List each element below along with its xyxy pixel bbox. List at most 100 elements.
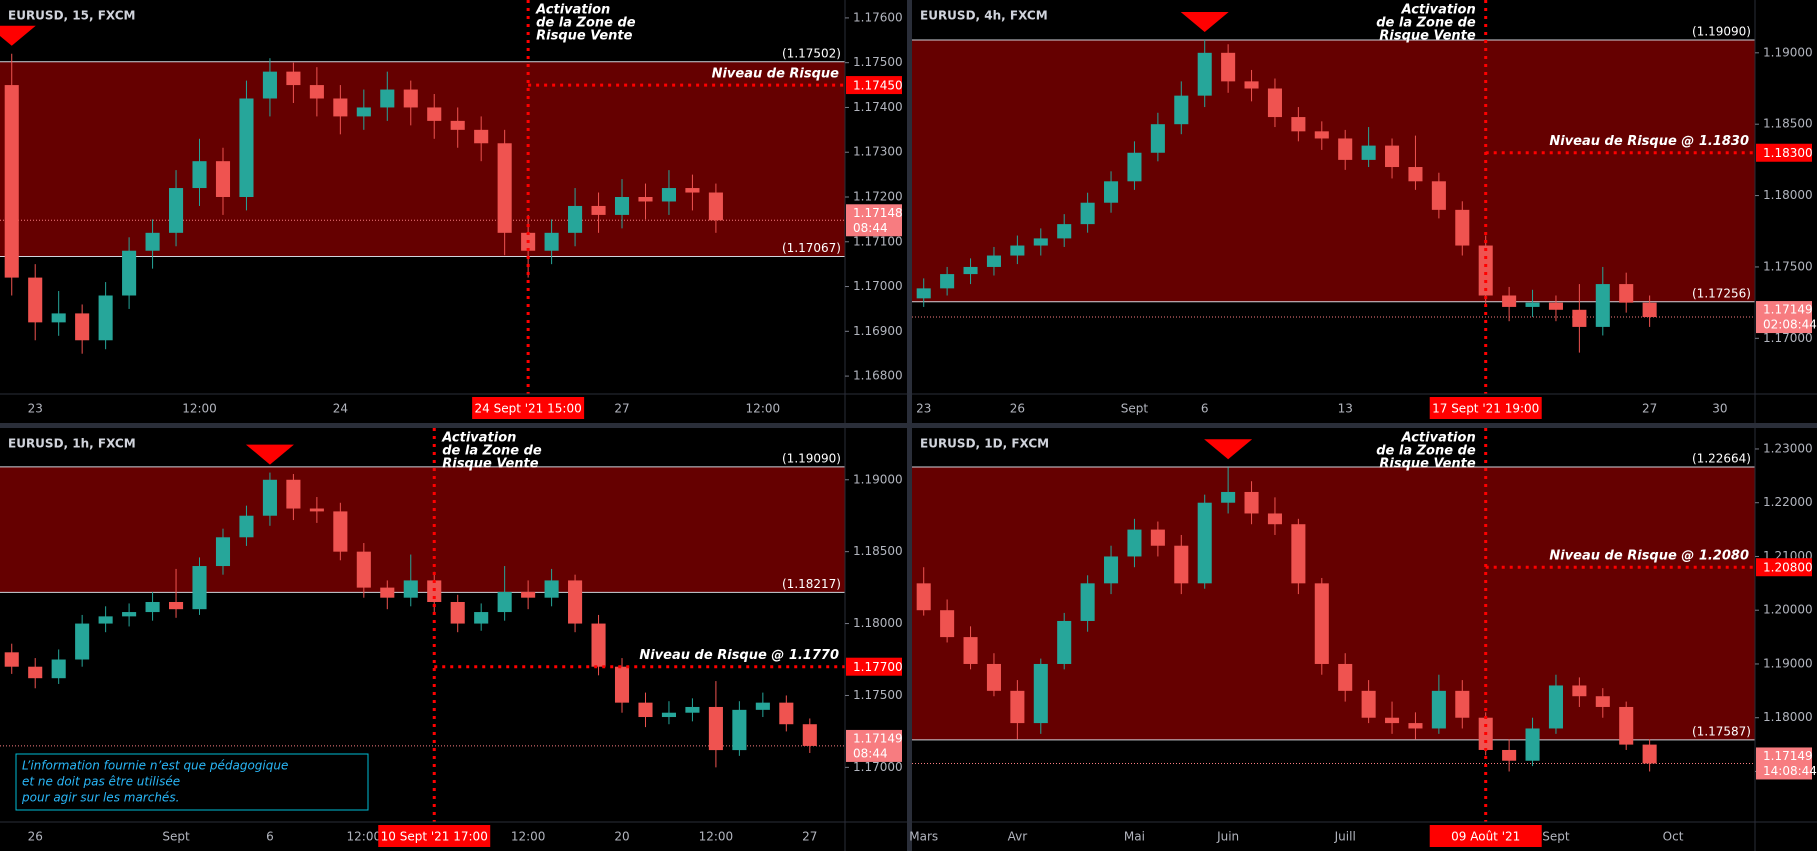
chart-title: EURUSD, 15, FXCM (8, 9, 135, 23)
candle-body (1174, 545, 1189, 584)
candle-body (262, 71, 277, 99)
note-text: pour agir sur les marchés. (21, 791, 179, 805)
candle-body (986, 663, 1001, 691)
candle-body (356, 107, 371, 117)
risk-text: Niveau de Risque @ 1.2080 (1549, 549, 1749, 564)
candle-body (1455, 209, 1470, 246)
risk-tag-label: 1.20800 (1763, 561, 1813, 575)
activation-text: Risque Vente (536, 29, 633, 44)
activation-text: Risque Vente (1379, 29, 1476, 44)
candle-body (309, 508, 324, 512)
candle-body (544, 580, 559, 598)
x-tick-label: 27 (614, 402, 629, 416)
activation-date: 17 Sept '21 19:00 (1432, 402, 1539, 416)
candle-body (568, 205, 583, 233)
candle-body (591, 205, 606, 215)
y-tick-label: 1.17500 (1763, 259, 1813, 273)
risk-text: Niveau de Risque @ 1.1770 (639, 648, 839, 663)
candle-body (1127, 152, 1142, 182)
price-tag-label: 1.17149 (853, 731, 903, 745)
y-tick-label: 1.18000 (853, 616, 903, 630)
risk-tag (1756, 143, 1812, 162)
candle-body (779, 702, 794, 725)
candle-body (1478, 245, 1493, 296)
x-tick-label: Mars (909, 830, 938, 844)
candle-body (963, 637, 978, 664)
price-tag (1756, 747, 1812, 780)
risk-text: Niveau de Risque (712, 67, 840, 82)
candle-body (122, 250, 137, 296)
candle-body (916, 288, 931, 299)
candle-body (1361, 690, 1376, 718)
candle-body (1197, 52, 1212, 96)
risk-zone (912, 467, 1755, 740)
risk-tag-label: 1.17450 (853, 79, 903, 93)
candle-body (333, 98, 348, 117)
zone-top-label: (1.19090) (1692, 24, 1751, 38)
x-axis-bg (912, 394, 1817, 423)
candle-body (239, 515, 254, 538)
zone-top-label: (1.17502) (782, 46, 841, 60)
y-tick-label: 1.20000 (1763, 603, 1813, 617)
candle-body (1408, 723, 1423, 729)
candle-body (169, 601, 184, 610)
candle-body (940, 610, 955, 638)
peak-marker (1204, 439, 1253, 460)
candle-body (1010, 245, 1025, 256)
y-tick-label: 1.16900 (853, 324, 903, 338)
x-tick-label: 27 (802, 830, 817, 844)
candle-body (1104, 181, 1119, 203)
x-tick-label: Avr (1008, 830, 1028, 844)
candle-body (215, 161, 231, 197)
x-tick-label: Mai (1124, 830, 1145, 844)
candle-body (1221, 491, 1236, 503)
candle-body (1244, 81, 1259, 89)
candle-body (1408, 167, 1423, 182)
chart-title: EURUSD, 4h, FXCM (920, 9, 1048, 23)
price-tag (846, 729, 902, 762)
activation-text: Risque Vente (1379, 457, 1476, 472)
x-axis-bg (0, 394, 907, 423)
candle-body (75, 623, 90, 660)
activation-date: 10 Sept '21 17:00 (381, 830, 488, 844)
candle-body (1502, 749, 1517, 761)
candle-body (1595, 696, 1610, 707)
candle-body (309, 85, 324, 99)
y-tick-label: 1.17000 (853, 760, 903, 774)
x-tick-label: 12:00 (699, 830, 734, 844)
activation-text: de la Zone de (536, 16, 636, 31)
x-tick-label: 20 (614, 830, 629, 844)
note-text: et ne doit pas être utilisée (22, 775, 180, 789)
candle-body (1361, 145, 1376, 160)
candle-body (497, 143, 512, 233)
candle-body (98, 616, 113, 624)
candle-body (1104, 556, 1119, 584)
candle-body (4, 652, 19, 667)
candle-body (145, 232, 160, 251)
zone-bottom-label: (1.17256) (1692, 286, 1751, 300)
candle-body (380, 587, 395, 598)
activation-text: Activation (441, 431, 516, 446)
price-tag (1756, 301, 1812, 334)
y-tick-label: 1.18000 (1763, 710, 1813, 724)
risk-tag (846, 657, 902, 676)
candle-body (286, 479, 301, 509)
candle-body (1619, 706, 1634, 745)
candle-body (802, 724, 817, 746)
chart-title: EURUSD, 1h, FXCM (8, 437, 136, 451)
zone-bottom-label: (1.18217) (782, 577, 841, 591)
candle-body (1338, 138, 1353, 160)
candle-body (638, 702, 653, 718)
y-tick-label: 1.19000 (1763, 656, 1813, 670)
candle-body (1431, 690, 1446, 729)
candle-body (51, 313, 66, 323)
candle-body (145, 601, 160, 613)
candle-body (28, 277, 43, 323)
candle-body (1385, 145, 1400, 168)
candle-body (1548, 302, 1563, 310)
candle-body (1314, 583, 1329, 664)
candle-body (1080, 583, 1095, 621)
